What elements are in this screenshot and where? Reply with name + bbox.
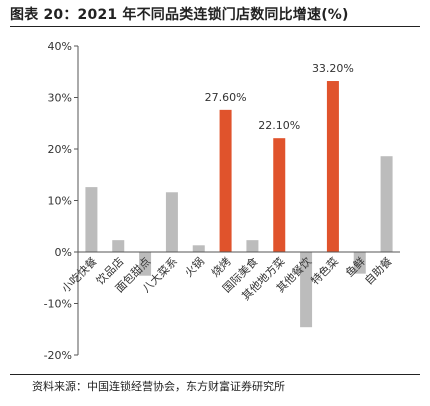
data-label: 22.10% xyxy=(258,119,300,132)
bar xyxy=(300,252,313,328)
data-label: 33.20% xyxy=(312,62,354,75)
y-tick-label: 20% xyxy=(48,143,72,156)
category-label: 火锅 xyxy=(182,255,207,280)
bar xyxy=(273,138,286,252)
category-label: 自助餐 xyxy=(361,254,394,287)
source-rule xyxy=(10,374,420,375)
category-label: 特色菜 xyxy=(308,254,341,287)
bar xyxy=(353,252,366,274)
y-tick-label: 40% xyxy=(48,40,72,53)
data-label: 27.60% xyxy=(205,91,247,104)
bar xyxy=(219,109,232,252)
bar xyxy=(326,81,339,253)
bar xyxy=(380,156,393,252)
bar xyxy=(165,192,178,252)
bar xyxy=(112,240,125,252)
y-tick-label: -10% xyxy=(44,298,72,311)
bar xyxy=(192,245,205,252)
title-rule xyxy=(10,26,420,27)
y-tick-label: 10% xyxy=(48,195,72,208)
bar xyxy=(139,252,152,276)
category-label: 小吃快餐 xyxy=(59,254,100,295)
chart-title: 图表 20：2021 年不同品类连锁门店数同比增速(%) xyxy=(10,7,349,23)
bar xyxy=(246,240,259,252)
y-tick-label: -20% xyxy=(44,349,72,362)
y-tick-label: 0% xyxy=(55,246,72,259)
y-tick-label: 30% xyxy=(48,92,72,105)
source-note: 资料来源：中国连锁经营协会，东方财富证券研究所 xyxy=(32,380,285,393)
bar xyxy=(85,187,98,252)
